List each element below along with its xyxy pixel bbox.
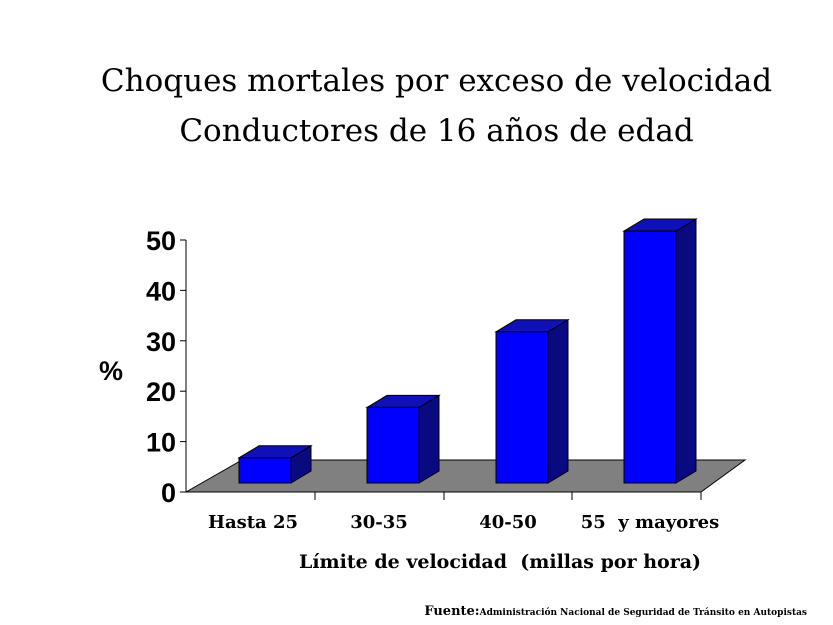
chart-subtitle: Conductores de 16 años de edad — [179, 113, 694, 149]
bar-group — [365, 394, 441, 484]
y-axis-label: % — [99, 356, 123, 386]
y-tick-label: 20 — [146, 377, 176, 407]
y-tick-label: 10 — [146, 428, 176, 458]
bar — [238, 457, 292, 484]
bar — [623, 230, 677, 484]
x-tick-label: Hasta 25 — [208, 512, 298, 533]
chart-title-block: Choques mortales por exceso de velocidad… — [0, 56, 833, 156]
x-tick-label: 40-50 — [479, 512, 537, 533]
bar-group — [237, 444, 313, 484]
bar-group — [622, 218, 698, 484]
bar-side — [418, 394, 440, 484]
x-axis-label: Límite de velocidad (millas por hora) — [299, 551, 701, 573]
x-tick-label: 55 y mayores — [581, 512, 720, 533]
bar-group — [494, 318, 570, 484]
x-tick-label: 30-35 — [350, 512, 408, 533]
bar — [495, 331, 549, 484]
chart-title: Choques mortales por exceso de velocidad — [100, 63, 773, 99]
y-tick-label: 40 — [146, 276, 176, 306]
y-tick-label: 50 — [146, 226, 176, 256]
source-note: Fuente:Administración Nacional de Seguri… — [424, 600, 807, 619]
y-tick-label: 30 — [146, 327, 176, 357]
y-tick-label: 0 — [161, 478, 176, 508]
bar-side — [675, 218, 697, 484]
source-label: Fuente: — [424, 604, 480, 619]
source-text: Administración Nacional de Seguridad de … — [479, 608, 807, 618]
bar — [366, 406, 420, 484]
bar-side — [547, 318, 569, 484]
